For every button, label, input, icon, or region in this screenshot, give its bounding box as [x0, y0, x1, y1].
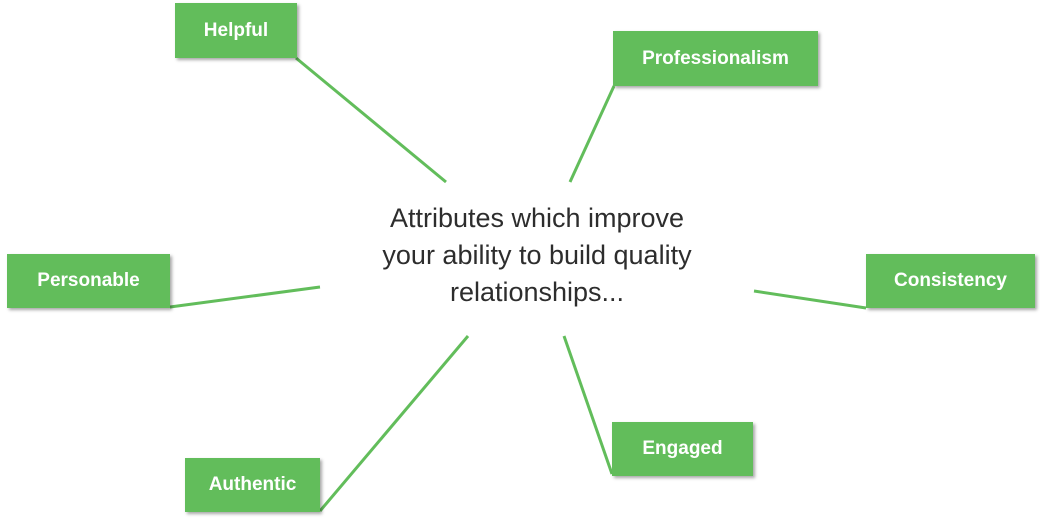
central-topic-line-2: your ability to build quality [382, 240, 692, 270]
connector-consistency [753, 289, 867, 310]
attribute-box-engaged: Engaged [612, 422, 753, 476]
attribute-box-personable: Personable [7, 254, 170, 308]
attribute-box-authentic: Authentic [185, 458, 320, 512]
attribute-box-consistency: Consistency [866, 254, 1035, 308]
attribute-box-helpful: Helpful [175, 3, 297, 58]
central-topic: Attributes which improve your ability to… [330, 200, 744, 311]
connector-personable [169, 285, 321, 309]
connector-authentic [318, 335, 470, 512]
connector-helpful [295, 56, 447, 184]
central-topic-line-3: relationships... [449, 277, 625, 307]
attribute-box-professionalism: Professionalism [613, 31, 818, 86]
connector-professionalism [568, 85, 616, 183]
central-topic-line-1: Attributes which improve [389, 203, 685, 233]
connector-engaged [562, 335, 614, 475]
